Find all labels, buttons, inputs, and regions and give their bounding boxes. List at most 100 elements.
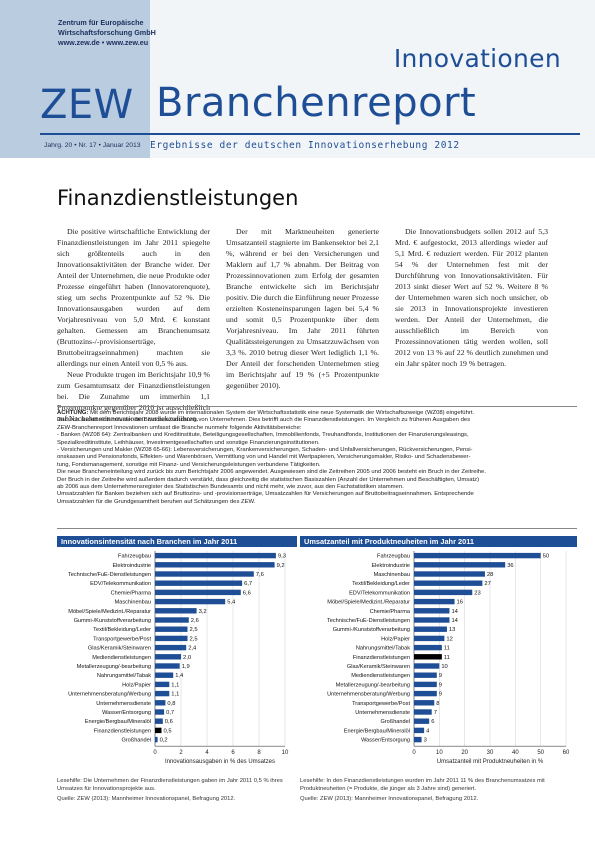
data-label: 28 bbox=[487, 572, 493, 578]
chart-title: Umsatzanteil mit Produktneuheiten im Jah… bbox=[300, 536, 577, 547]
bar bbox=[414, 672, 437, 678]
masthead-color-block bbox=[0, 0, 150, 158]
chart-source-left: Quelle: ZEW (2013): Mannheimer Innovatio… bbox=[57, 796, 236, 802]
bar bbox=[414, 589, 473, 596]
data-label: 5,4 bbox=[227, 600, 236, 606]
institute-urls[interactable]: www.zew.de • www.zew.eu bbox=[58, 38, 149, 47]
data-label: 14 bbox=[451, 609, 458, 615]
bar bbox=[414, 727, 425, 734]
data-label: 6,6 bbox=[243, 590, 251, 596]
x-tick-label: 60 bbox=[563, 750, 570, 756]
bar bbox=[155, 644, 187, 651]
data-label: 2,5 bbox=[190, 636, 198, 642]
section-title: Finanzdienstleistungen bbox=[57, 186, 299, 210]
category-label: Energie/Bergbau/Mineralöl bbox=[85, 719, 151, 725]
data-label: 2,0 bbox=[183, 655, 191, 661]
note-line: Die neue Brancheneinteilung wird zurück … bbox=[57, 469, 486, 476]
note-bottom-rule bbox=[57, 528, 577, 529]
note-line: Umsatzzahlen für die Grundgesamtheit ber… bbox=[57, 498, 256, 505]
category-label: Technische/FuE-Dienstleistungen bbox=[327, 618, 410, 624]
category-label: Möbel/Spiele/Medizint./Reparatur bbox=[327, 600, 410, 606]
bar bbox=[155, 589, 241, 596]
masthead: Zentrum für Europäische Wirtschaftsforsc… bbox=[0, 0, 595, 158]
data-label: 4 bbox=[426, 728, 430, 734]
x-tick-label: 2 bbox=[179, 750, 183, 756]
data-label: 9 bbox=[439, 673, 442, 679]
note-line: onskassen und Pensionsfonds, Effekten- u… bbox=[57, 454, 471, 461]
category-label: Elektroindustrie bbox=[371, 563, 410, 569]
data-label: 3 bbox=[424, 738, 427, 744]
bar bbox=[414, 700, 435, 706]
note-line: Dadurch ändert sich mitunter die Branche… bbox=[57, 417, 471, 424]
data-label: 7 bbox=[434, 710, 437, 716]
data-label: 13 bbox=[449, 627, 455, 633]
category-label: Wasser/Entsorgung bbox=[102, 710, 151, 716]
methodology-note: ACHTUNG: Mit dem Berichtsjahr 2008 wurde… bbox=[57, 410, 577, 506]
data-label: 0,6 bbox=[165, 719, 173, 725]
zew-logo: ZEW bbox=[40, 82, 134, 128]
x-axis-title: Innovationsausgaben in % des Umsatzes bbox=[165, 759, 275, 765]
data-label: 1,9 bbox=[182, 664, 190, 670]
category-label: Nahrungsmittel/Tabak bbox=[97, 673, 151, 679]
bar bbox=[414, 681, 437, 688]
category-label: EDV/Telekommunikation bbox=[90, 581, 151, 587]
data-label: 8 bbox=[436, 701, 439, 707]
chart-source-right: Quelle: ZEW (2013): Mannheimer Innovatio… bbox=[300, 796, 479, 802]
bar bbox=[155, 663, 180, 669]
data-label: 12 bbox=[446, 636, 452, 642]
institute-name-line1: Zentrum für Europäische bbox=[58, 18, 144, 27]
x-tick-label: 40 bbox=[512, 750, 519, 756]
category-label: Holz/Papier bbox=[122, 682, 151, 688]
category-label: Großhandel bbox=[380, 719, 410, 725]
category-label: Transportgewerbe/Post bbox=[352, 701, 410, 707]
bar bbox=[414, 736, 422, 743]
data-label: 0,2 bbox=[160, 738, 168, 744]
report-subtitle: Ergebnisse der deutschen Innovationserhe… bbox=[150, 140, 460, 151]
category-label: Maschinenbau bbox=[374, 572, 410, 578]
chart-reading-aid-right: Lesehilfe: In den Finanzdienstleistungen… bbox=[300, 778, 545, 792]
category-label: Textil/Bekleidung/Leder bbox=[352, 581, 410, 587]
category-label: Metallerzeugung/-bearbeitung bbox=[77, 664, 151, 670]
category-label: Glas/Keramik/Steinwaren bbox=[347, 664, 410, 670]
category-label: Textil/Bekleidung/Leder bbox=[93, 627, 151, 633]
category-label: Gummi-/Kunststoffverarbeitung bbox=[74, 618, 151, 624]
bar bbox=[414, 635, 445, 642]
x-tick-label: 8 bbox=[257, 750, 261, 756]
data-label: 10 bbox=[441, 664, 447, 670]
bar bbox=[155, 635, 188, 642]
paragraph: Neue Produkte trugen im Berichtsjahr 10,… bbox=[57, 370, 210, 423]
bar bbox=[155, 654, 181, 660]
data-label: 2,4 bbox=[188, 646, 197, 652]
note-line: ab 2006 aus dem Unternehmensregister des… bbox=[57, 484, 404, 491]
report-title-main: Branchenreport bbox=[156, 80, 477, 126]
bar bbox=[414, 718, 430, 724]
category-label: Chemie/Pharma bbox=[370, 609, 411, 615]
category-label: Finanzdienstleistungen bbox=[94, 728, 151, 734]
bar bbox=[155, 580, 243, 586]
category-label: EDV/Telekommunikation bbox=[349, 590, 410, 596]
chart-title: Innovationsintensität nach Branchen im J… bbox=[57, 536, 297, 547]
header-rule bbox=[40, 133, 580, 135]
data-label: 36 bbox=[507, 563, 513, 569]
bar bbox=[414, 562, 506, 568]
category-label: Gummi-/Kunststoffverarbeitung bbox=[333, 627, 410, 633]
chart-innovation-intensity: Innovationsintensität nach Branchen im J… bbox=[57, 536, 297, 774]
issue-info: Jahrg. 20 • Nr. 17 • Januar 2013 bbox=[44, 142, 141, 149]
data-label: 9,2 bbox=[277, 563, 285, 569]
chart-svg: 0 10 20 30 40 50 60 Fahrzeugbau 50 Elektroindustr… bbox=[327, 551, 570, 765]
category-label: Transportgewerbe/Post bbox=[93, 636, 151, 642]
note-line: - Banken (WZ08 64): Zentralbanken und Kr… bbox=[57, 432, 469, 439]
bar bbox=[155, 608, 197, 614]
bar bbox=[414, 709, 432, 715]
category-label: Technische/FuE-Dienstleistungen bbox=[68, 572, 151, 578]
x-tick-label: 10 bbox=[436, 750, 443, 756]
category-label: Mediendienstleistungen bbox=[351, 673, 410, 679]
category-label: Energie/Bergbau/Mineralöl bbox=[344, 728, 410, 734]
category-label: Maschinenbau bbox=[115, 600, 151, 606]
x-tick-label: 4 bbox=[205, 750, 209, 756]
data-label: 16 bbox=[457, 600, 463, 606]
category-label: Elektroindustrie bbox=[112, 563, 151, 569]
data-label: 0,5 bbox=[164, 728, 172, 734]
paragraph: Die positive wirtschaftliche Entwicklung… bbox=[57, 227, 210, 368]
bar bbox=[414, 626, 447, 632]
